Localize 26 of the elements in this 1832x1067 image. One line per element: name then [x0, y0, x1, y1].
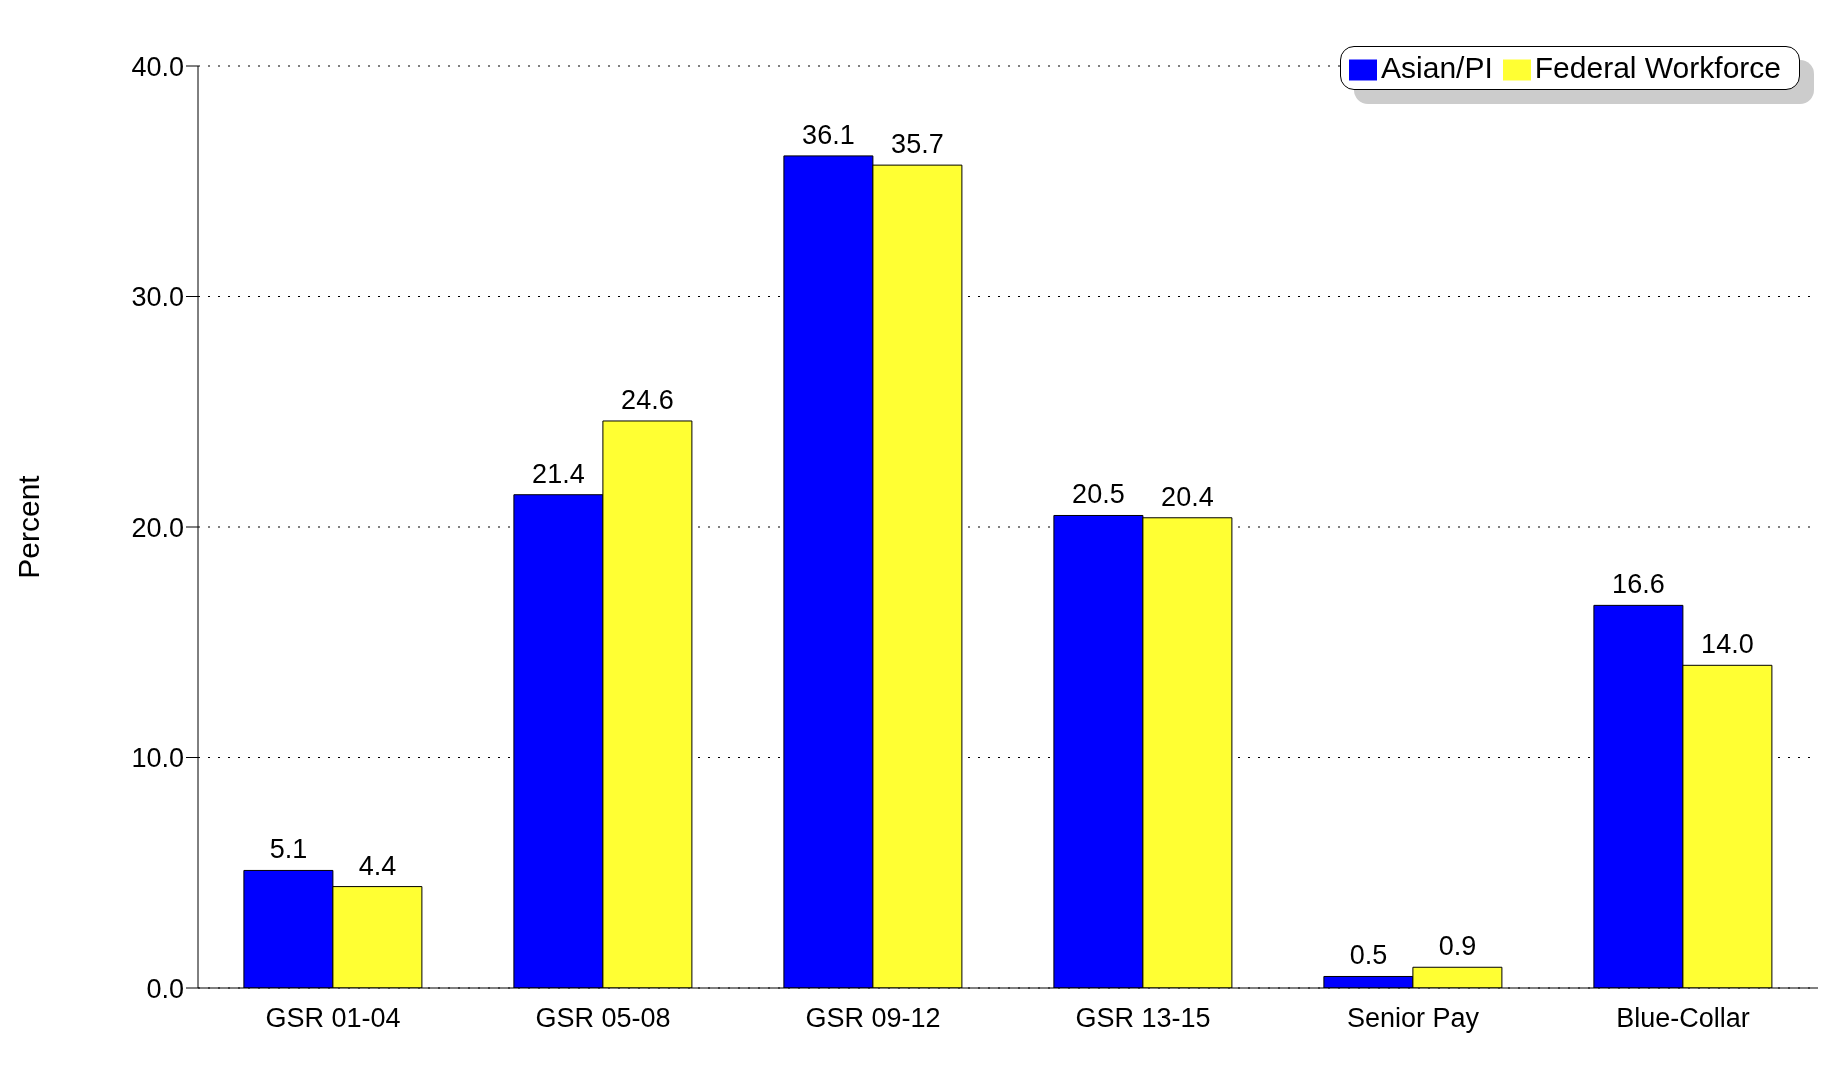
- x-tick-label: GSR 09-12: [805, 1003, 941, 1034]
- x-tick-label: GSR 13-15: [1075, 1003, 1211, 1034]
- text: 0.5: [1349, 940, 1388, 971]
- x-tick-label: Blue-Collar: [1616, 1003, 1750, 1034]
- x-tick-label: GSR 01-04: [265, 1003, 401, 1034]
- y-tick-label: 20.0: [131, 512, 184, 543]
- text: 4.4: [358, 850, 397, 881]
- legend-label: Federal Workforce: [1534, 51, 1781, 84]
- text: 0.9: [1438, 931, 1477, 962]
- text: 5.1: [269, 834, 308, 865]
- text: 21.4: [532, 458, 585, 489]
- text: 20.5: [1072, 479, 1125, 510]
- y-axis-title: Percent: [11, 474, 45, 579]
- y-tick-label: 0.0: [146, 973, 184, 1004]
- text: 35.7: [891, 129, 944, 160]
- legend-label: Asian/PI: [1381, 51, 1493, 84]
- text: 14.0: [1701, 629, 1754, 660]
- x-tick-label: GSR 05-08: [535, 1003, 671, 1034]
- text: 16.6: [1612, 569, 1665, 600]
- y-tick-label: 40.0: [131, 51, 184, 82]
- x-tick-label: Senior Pay: [1346, 1003, 1480, 1034]
- text: 20.4: [1161, 481, 1214, 512]
- y-tick-label: 10.0: [131, 743, 184, 774]
- y-tick-label: 30.0: [131, 282, 184, 313]
- text: 24.6: [621, 384, 674, 415]
- text: 36.1: [802, 119, 855, 150]
